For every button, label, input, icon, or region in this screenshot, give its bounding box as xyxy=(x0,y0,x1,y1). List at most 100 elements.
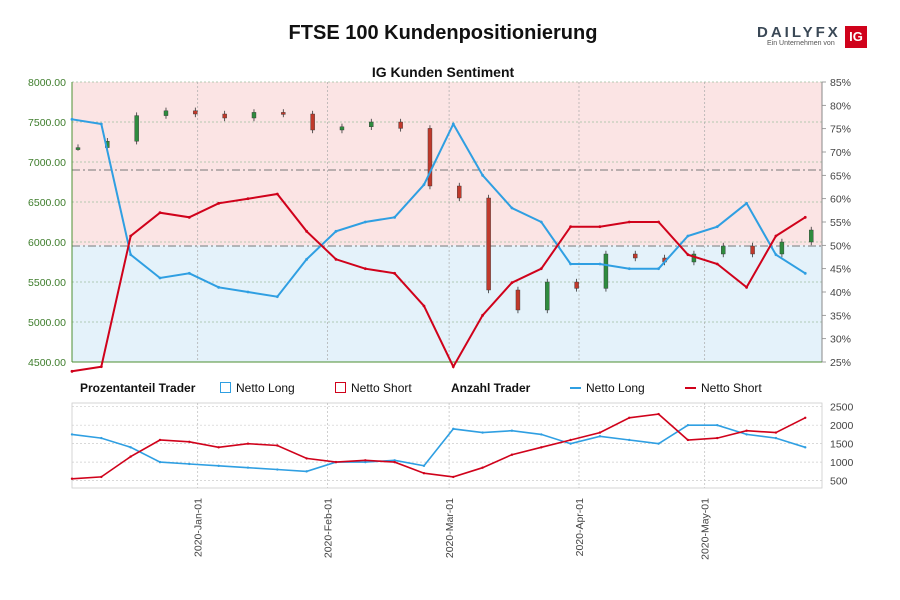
point-count-net-long xyxy=(510,429,514,432)
point-percent-net-long xyxy=(99,122,103,126)
point-count-net-short xyxy=(393,460,396,464)
point-percent-net-short xyxy=(246,197,250,201)
chart-title: FTSE 100 Kundenpositionierung xyxy=(288,22,598,44)
point-count-net-long xyxy=(452,427,455,431)
point-count-net-short xyxy=(745,429,748,432)
candle-body xyxy=(603,253,609,289)
series-count-net-short xyxy=(71,413,806,480)
point-count-net-long xyxy=(217,464,220,468)
point-percent-net-long xyxy=(745,201,748,205)
point-percent-net-long xyxy=(803,271,807,275)
point-count-net-long xyxy=(246,466,250,469)
point-count-net-long xyxy=(364,460,367,464)
series-count-net-long xyxy=(71,424,806,473)
bg-long-zone xyxy=(72,245,822,362)
point-count-net-short xyxy=(657,412,660,416)
point-count-net-short xyxy=(246,442,250,445)
point-percent-net-long xyxy=(422,183,426,187)
point-count-net-long xyxy=(804,446,807,449)
y-tick-label: 7500.00 xyxy=(28,117,66,129)
point-count-net-short xyxy=(540,446,543,449)
point-count-net-long xyxy=(716,423,719,427)
point-percent-net-long xyxy=(217,285,221,289)
count-tick-label: 2500 xyxy=(830,402,854,414)
point-count-net-short xyxy=(481,466,484,469)
point-count-net-short xyxy=(774,431,778,434)
point-count-net-long xyxy=(481,431,484,434)
point-percent-net-long xyxy=(129,253,133,257)
y2-tick-label: 80% xyxy=(830,100,851,112)
candle-body xyxy=(75,147,81,150)
legend-count-long: Netto Long xyxy=(586,381,645,395)
point-count-net-long xyxy=(774,436,778,440)
candle-body xyxy=(339,126,345,131)
point-percent-net-short xyxy=(510,281,514,285)
candle-body xyxy=(545,281,550,311)
point-count-net-short xyxy=(452,475,455,479)
point-count-net-short xyxy=(129,455,132,458)
point-percent-net-short xyxy=(686,253,690,257)
point-percent-net-long xyxy=(481,173,485,177)
point-percent-net-long xyxy=(510,206,514,210)
point-percent-net-long xyxy=(334,229,338,233)
point-percent-net-short xyxy=(803,215,807,219)
legend-swatch-percent-long xyxy=(220,382,231,393)
point-count-net-short xyxy=(510,453,514,456)
legend-percent-short: Netto Short xyxy=(351,381,412,395)
point-count-net-long xyxy=(276,468,279,471)
point-percent-net-short xyxy=(598,225,602,229)
legend-group-percent: Prozentanteil Trader xyxy=(80,381,196,395)
point-count-net-short xyxy=(804,416,807,419)
point-count-net-short xyxy=(628,416,631,419)
point-count-net-short xyxy=(158,438,162,442)
point-percent-net-short xyxy=(217,201,221,205)
point-percent-net-long xyxy=(393,215,397,219)
y2-tick-label: 65% xyxy=(830,170,851,182)
chart-subtitle: IG Kunden Sentiment xyxy=(371,64,515,80)
legend-group-count: Anzahl Trader xyxy=(451,381,531,395)
point-count-net-short xyxy=(569,438,572,442)
candle-body xyxy=(486,197,491,291)
point-count-net-long xyxy=(657,442,660,445)
point-percent-net-long xyxy=(158,276,162,280)
y-tick-label: 4500.00 xyxy=(28,357,66,369)
point-count-net-long xyxy=(158,460,162,464)
point-count-net-short xyxy=(334,460,338,464)
candle-body xyxy=(809,229,814,243)
x-tick-label: 2020-Apr-01 xyxy=(574,498,586,557)
point-percent-net-long xyxy=(598,262,602,266)
legend-swatch-count-short xyxy=(685,387,696,389)
y2-tick-label: 70% xyxy=(830,147,851,159)
y-tick-label: 6500.00 xyxy=(28,197,66,209)
point-percent-net-long xyxy=(246,290,250,294)
count-tick-label: 1000 xyxy=(830,457,854,469)
logo-tagline: Ein Unternehmen von xyxy=(767,40,835,47)
candle-body xyxy=(398,121,403,129)
candle-body xyxy=(369,121,374,128)
point-count-net-long xyxy=(422,464,426,468)
point-percent-net-long xyxy=(657,267,660,271)
point-percent-net-short xyxy=(481,313,485,317)
point-count-net-long xyxy=(686,423,690,427)
series-percent-net-short xyxy=(71,192,806,373)
count-tick-label: 500 xyxy=(830,476,848,488)
point-percent-net-short xyxy=(129,234,133,238)
point-percent-net-short xyxy=(393,271,397,275)
point-percent-net-long xyxy=(187,271,191,275)
point-percent-net-short xyxy=(774,234,778,238)
logo-wordmark: DAILYFX xyxy=(757,24,841,41)
point-count-net-long xyxy=(305,470,308,473)
point-percent-net-short xyxy=(569,225,573,229)
candle-body xyxy=(193,110,198,115)
point-percent-net-short xyxy=(539,267,543,271)
candle-body xyxy=(457,185,462,199)
point-count-net-short xyxy=(305,457,308,460)
point-percent-net-long xyxy=(275,295,279,299)
logo-part2: FX xyxy=(815,24,841,41)
candle-body xyxy=(222,113,227,119)
y-tick-label: 7000.00 xyxy=(28,157,66,169)
point-percent-net-short xyxy=(422,304,426,308)
point-percent-net-long xyxy=(451,122,455,126)
